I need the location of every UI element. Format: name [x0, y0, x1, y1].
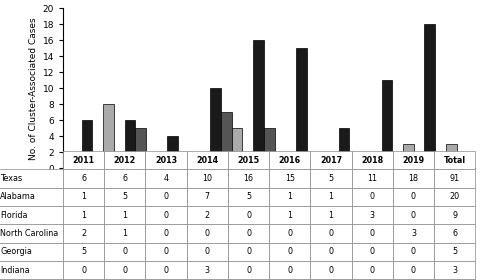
- Bar: [381, 80, 392, 168]
- Bar: [124, 120, 135, 168]
- Bar: [263, 128, 274, 168]
- Bar: [360, 160, 370, 168]
- Bar: [253, 40, 263, 168]
- Bar: [210, 88, 221, 168]
- Bar: [445, 144, 455, 168]
- Bar: [402, 144, 413, 168]
- Bar: [295, 48, 306, 168]
- Bar: [338, 128, 349, 168]
- Bar: [135, 128, 146, 168]
- X-axis label: Year: Year: [258, 189, 279, 199]
- Bar: [221, 112, 231, 168]
- Y-axis label: No. of Cluster-Associated Cases: No. of Cluster-Associated Cases: [30, 17, 38, 160]
- Bar: [317, 160, 327, 168]
- Bar: [167, 136, 178, 168]
- Bar: [231, 128, 242, 168]
- Bar: [424, 24, 434, 168]
- Bar: [146, 152, 156, 168]
- Bar: [82, 120, 92, 168]
- Bar: [92, 160, 103, 168]
- Bar: [103, 104, 114, 168]
- Bar: [349, 160, 360, 168]
- Bar: [306, 160, 317, 168]
